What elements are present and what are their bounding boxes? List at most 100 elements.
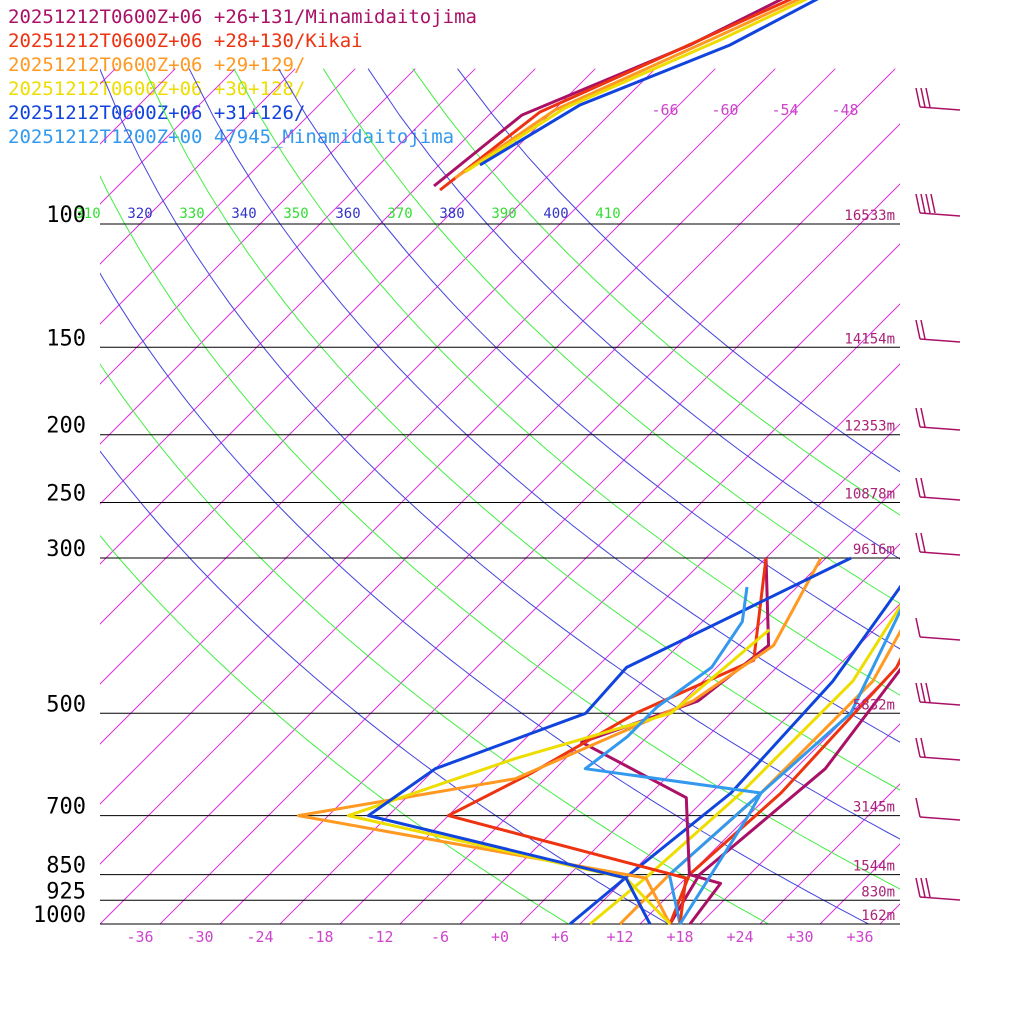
- x-tick-label: +12: [606, 928, 633, 946]
- barb-staff: [919, 896, 961, 901]
- wind-barb: [915, 407, 961, 431]
- barb-staff: [919, 816, 961, 821]
- temperature-line: [366, 556, 852, 925]
- pressure-label: 500: [46, 692, 86, 717]
- barb-staff: [919, 701, 961, 706]
- pressure-label: 925: [46, 879, 86, 904]
- barb-flag: [915, 682, 921, 703]
- barb-flag: [915, 319, 921, 340]
- pressure-label: 100: [46, 203, 86, 228]
- isotherm: [100, 68, 356, 325]
- dry-adiabat: [278, 68, 900, 650]
- dry-adiabat: [100, 450, 669, 925]
- wind-barb: [915, 617, 961, 641]
- legend-entry: 20251212T1200Z+00 47945_Minamidaitojima: [8, 126, 455, 148]
- wind-barb: [915, 877, 961, 901]
- theta-label: 320: [127, 206, 152, 222]
- pressure-label: 200: [46, 414, 86, 439]
- dry-adiabat: [143, 68, 900, 791]
- barb-staff: [919, 756, 961, 761]
- isotherm: [100, 68, 476, 445]
- isotherm: [159, 183, 900, 925]
- height-label: 1544m: [853, 859, 895, 875]
- isotherm: [519, 543, 900, 925]
- dry-adiabat: [233, 68, 900, 696]
- wind-barb: [915, 319, 961, 343]
- barb-flag: [920, 532, 926, 553]
- barb-staff: [919, 426, 961, 431]
- barb-flag: [915, 477, 921, 498]
- barb-staff: [919, 496, 961, 501]
- barb-staff: [919, 106, 961, 111]
- barb-flag: [915, 532, 921, 553]
- x-tick-label: -24: [246, 928, 273, 946]
- x-tick-label: -6: [431, 928, 449, 946]
- theta-label: 390: [491, 206, 516, 222]
- barb-flag: [920, 477, 926, 498]
- theta-label: 340: [231, 206, 256, 222]
- temperature-line: [346, 628, 771, 925]
- x-tick-label: -30: [186, 928, 213, 946]
- dry-adiabat: [412, 68, 900, 516]
- temperature-line: [479, 0, 819, 167]
- isotherm: [100, 68, 776, 745]
- barb-staff: [919, 551, 961, 556]
- height-label: 9616m: [853, 542, 895, 558]
- x-tick-label: +36: [846, 928, 873, 946]
- temperature-line: [296, 557, 823, 925]
- barb-flag: [925, 682, 931, 703]
- wind-barb: [915, 682, 961, 706]
- isotherm: [639, 663, 900, 925]
- isotherm: [879, 903, 900, 925]
- wind-barb: [915, 797, 961, 821]
- height-label: 16533m: [844, 208, 895, 224]
- theta-label: 370: [387, 206, 412, 222]
- isotherm: [100, 68, 176, 145]
- barb-flag: [920, 877, 926, 898]
- temperature-line: [439, 0, 793, 192]
- pressure-label: 300: [46, 537, 86, 562]
- dry-adiabat: [100, 68, 900, 840]
- temperature-line: [454, 0, 801, 180]
- barb-flag: [920, 682, 926, 703]
- dry-adiabat: [100, 534, 569, 925]
- x-tick-label: -18: [306, 928, 333, 946]
- isotherm: [459, 483, 900, 925]
- height-label: 162m: [861, 908, 895, 924]
- temperature-line: [583, 586, 763, 925]
- wind-barb: [915, 477, 961, 501]
- dewpoint-line: [668, 667, 900, 925]
- dewpoint-line: [618, 628, 900, 925]
- pressure-label: 700: [46, 795, 86, 820]
- legend-entry: 20251212T0600Z+06 +28+130/Kikai: [8, 30, 363, 52]
- isotherm: [100, 68, 416, 385]
- legend-entry: 20251212T0600Z+06 +29+129/: [8, 54, 306, 76]
- barb-staff: [919, 636, 961, 641]
- barb-flag: [920, 87, 926, 108]
- x-tick-label: +6: [551, 928, 569, 946]
- barb-flag: [915, 87, 921, 108]
- theta-label: 380: [439, 206, 464, 222]
- wind-barb: [915, 737, 961, 761]
- dry-adiabat: [457, 68, 900, 473]
- height-label: 5832m: [853, 697, 895, 713]
- barb-flag: [920, 407, 926, 428]
- barb-staff: [919, 338, 961, 343]
- wind-barbs: [915, 87, 961, 901]
- legend-entry: 20251212T0600Z+06 +26+131/Minamidaitojim…: [8, 6, 477, 28]
- pressure-label: 250: [46, 482, 86, 507]
- barb-flag: [925, 877, 931, 898]
- height-label: 3145m: [853, 800, 895, 816]
- background-lines: [100, 68, 900, 925]
- theta-label: 410: [595, 206, 620, 222]
- barb-flag: [925, 193, 931, 214]
- isotherm: [579, 603, 900, 925]
- isotherm: [100, 68, 596, 565]
- top-temp-label: -54: [771, 101, 798, 119]
- x-tick-label: +18: [666, 928, 693, 946]
- barb-flag: [915, 193, 921, 214]
- dry-adiabat: [100, 363, 769, 925]
- dry-adiabat: [367, 68, 900, 560]
- profiles: [296, 556, 900, 925]
